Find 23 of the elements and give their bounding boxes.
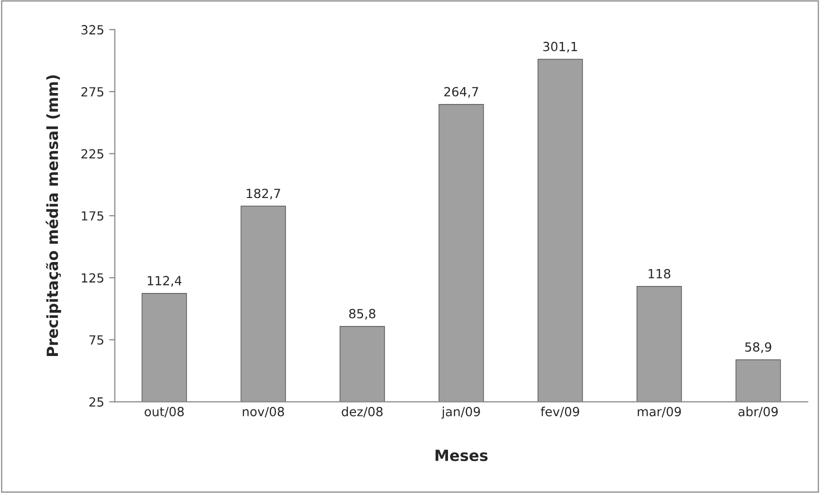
x-tick-label: mar/09 (638, 406, 681, 418)
y-tick-label: 325 (81, 25, 104, 35)
x-tick-label: dez/08 (342, 406, 383, 418)
x-tick-label: jan/09 (441, 406, 480, 419)
y-axis-title: Precipitação média mensal (mm) (46, 75, 62, 356)
y-tick-label: 125 (82, 273, 104, 283)
data-label: 85,8 (349, 308, 376, 320)
x-tick-label: nov/08 (242, 406, 284, 418)
data-label: 112,4 (148, 276, 182, 287)
data-label: 118 (648, 268, 670, 278)
data-label: 182,7 (246, 188, 280, 200)
data-label: 264,7 (444, 86, 478, 98)
y-tick-label: 75 (90, 335, 104, 345)
y-tick-label: 175 (82, 211, 104, 221)
y-tick-label: 25 (89, 397, 104, 407)
x-tick-label: out/08 (144, 406, 184, 418)
y-tick-label: 275 (81, 87, 104, 97)
data-label: 301,1 (543, 42, 577, 53)
x-axis-title: Meses (436, 450, 488, 462)
x-tick-label: abr/09 (738, 406, 778, 418)
x-tick-label: fev/09 (540, 406, 580, 418)
y-tick-label: 225 (81, 149, 104, 159)
data-label: 58,9 (745, 342, 772, 354)
